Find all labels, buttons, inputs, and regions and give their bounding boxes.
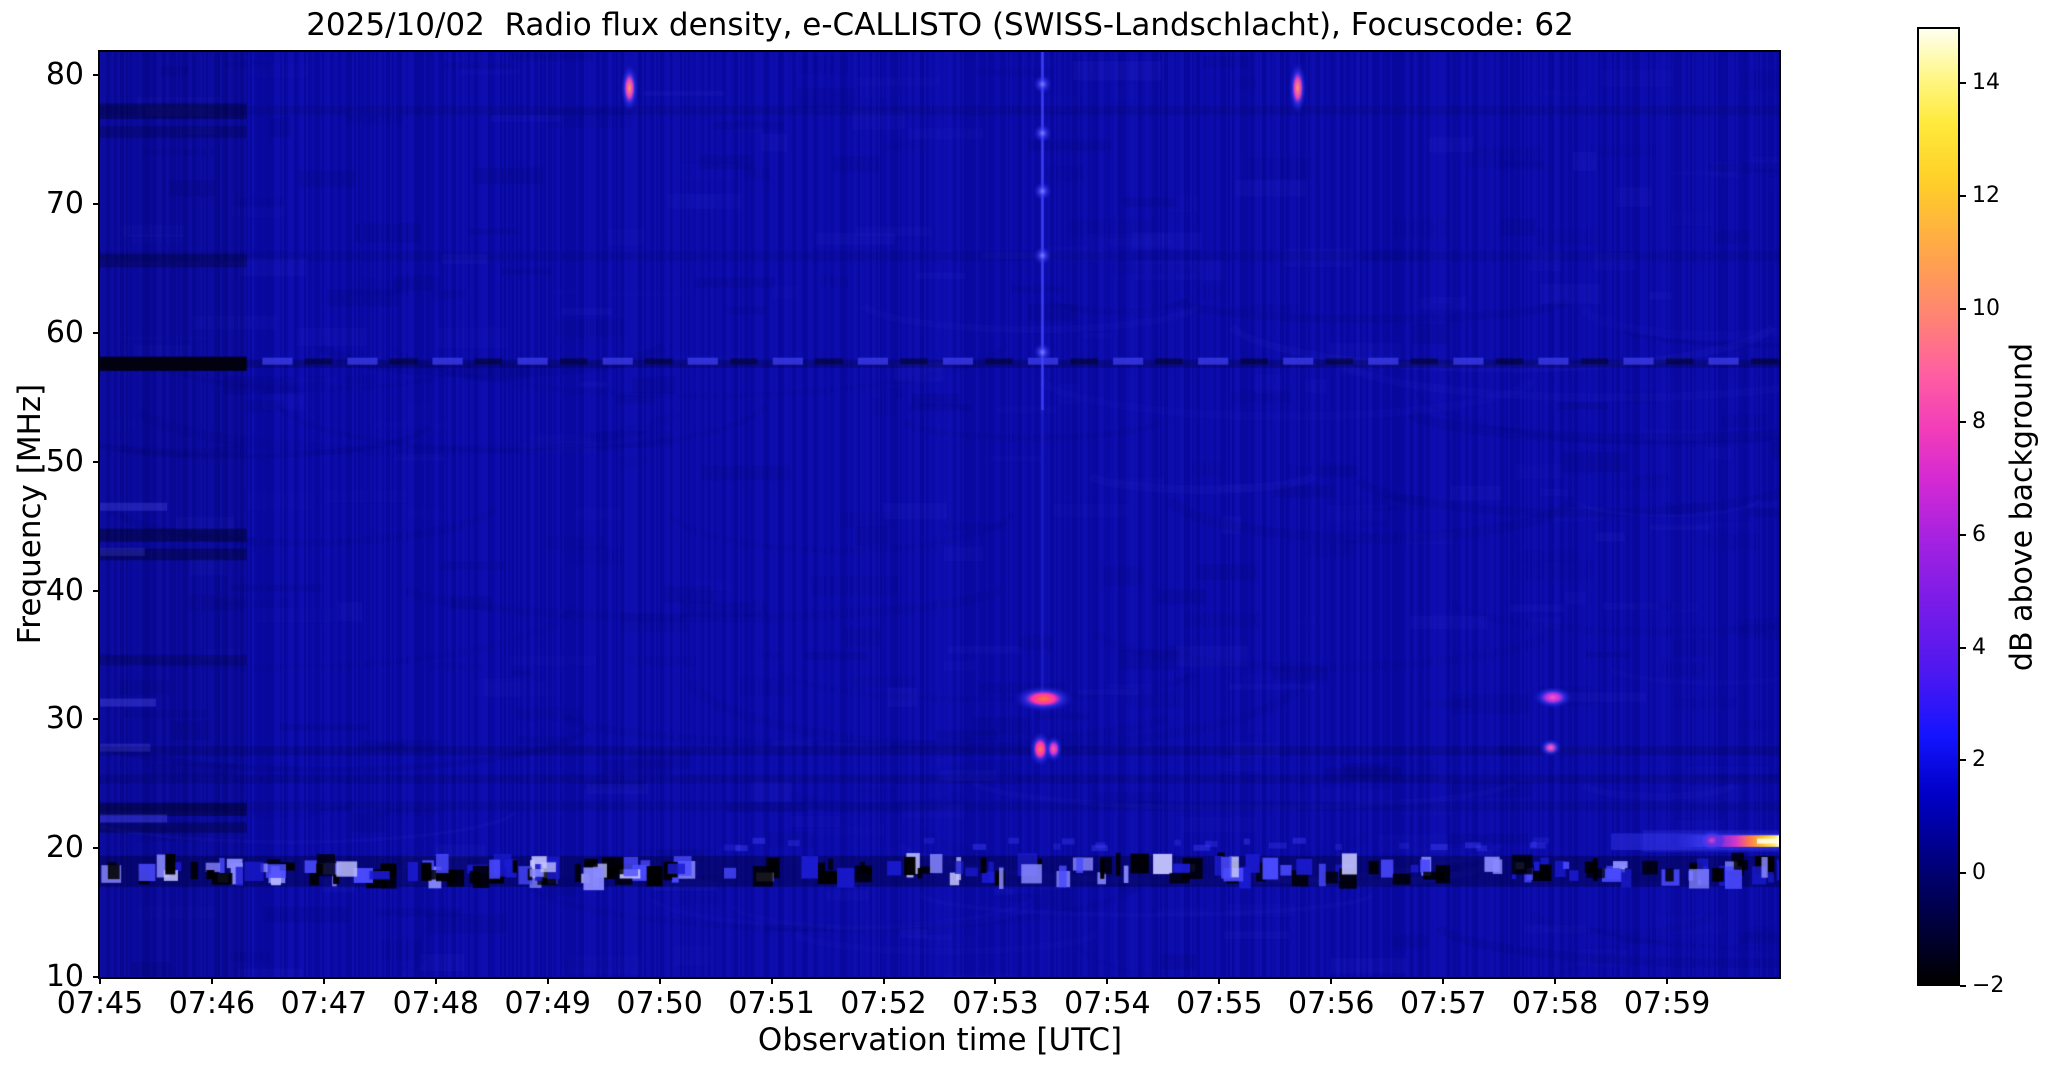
colorbar-tick-label: 8 (1972, 408, 1986, 434)
colorbar-tick-mark (1960, 646, 1966, 649)
chart-title: 2025/10/02 Radio flux density, e-CALLIST… (306, 7, 1574, 43)
colorbar-tick-label: −2 (1972, 973, 2005, 998)
x-tick-mark (770, 977, 773, 984)
y-tick-label: 10 (45, 959, 84, 994)
spectrogram-canvas (100, 52, 1779, 977)
y-tick-mark (93, 718, 100, 721)
colorbar-tick-label: 6 (1972, 521, 1986, 547)
colorbar-tick-mark (1960, 533, 1966, 536)
colorbar-tick-mark (1960, 195, 1966, 198)
x-tick-mark (1442, 977, 1445, 984)
y-tick-mark (93, 203, 100, 206)
y-tick-label: 40 (45, 572, 84, 608)
x-tick-label: 07:59 (1623, 986, 1711, 1021)
x-tick-label: 07:55 (1176, 986, 1263, 1021)
x-tick-mark (210, 977, 213, 984)
x-tick-mark (1330, 977, 1333, 984)
colorbar-tick-mark (1960, 759, 1966, 762)
x-tick-mark (546, 977, 549, 984)
x-tick-mark (99, 977, 101, 984)
x-tick-label: 07:57 (1399, 986, 1487, 1021)
x-tick-mark (994, 977, 997, 984)
x-tick-mark (1218, 977, 1221, 984)
colorbar-tick-label: 12 (1972, 183, 2000, 209)
x-tick-mark (658, 977, 661, 984)
x-tick-label: 07:51 (728, 986, 815, 1021)
y-axis-label: Frequency [MHz] (12, 383, 48, 645)
x-tick-label: 07:49 (504, 986, 591, 1021)
x-tick-mark (1106, 977, 1109, 984)
y-tick-label: 20 (45, 830, 84, 866)
y-tick-mark (93, 460, 100, 463)
x-tick-mark (1666, 977, 1669, 984)
y-tick-mark (93, 847, 100, 850)
x-tick-label: 07:53 (952, 986, 1039, 1021)
colorbar-tick-label: 2 (1972, 747, 1986, 773)
colorbar-tick-mark (1960, 872, 1966, 875)
x-axis-label: Observation time [UTC] (757, 1022, 1123, 1058)
colorbar-tick-mark (1960, 420, 1966, 423)
x-tick-mark (882, 977, 885, 984)
y-tick-label: 80 (45, 57, 84, 93)
colorbar (1917, 27, 1960, 986)
x-tick-label: 07:48 (392, 986, 480, 1021)
x-tick-label: 07:46 (168, 986, 256, 1021)
x-tick-mark (322, 977, 325, 984)
colorbar-tick-mark (1960, 82, 1966, 85)
colorbar-tick-label: 4 (1972, 634, 1986, 660)
y-tick-label: 60 (45, 314, 84, 350)
y-tick-label: 50 (45, 443, 84, 479)
colorbar-tick-label: 0 (1972, 860, 1986, 886)
x-tick-label: 07:47 (280, 986, 368, 1021)
colorbar-tick-label: 14 (1972, 70, 2000, 96)
x-tick-label: 07:54 (1064, 986, 1151, 1021)
colorbar-tick-mark (1960, 985, 1966, 987)
x-tick-label: 07:52 (840, 986, 927, 1021)
x-tick-mark (434, 977, 437, 984)
colorbar-tick-label: 10 (1972, 296, 2000, 322)
x-tick-label: 07:58 (1511, 986, 1599, 1021)
x-tick-label: 07:56 (1288, 986, 1375, 1021)
x-tick-mark (1554, 977, 1557, 984)
y-tick-mark (93, 589, 100, 592)
y-tick-mark (93, 976, 100, 978)
colorbar-label: dB above background (2004, 342, 2040, 672)
y-tick-label: 30 (45, 701, 84, 737)
y-tick-mark (93, 331, 100, 334)
x-tick-label: 07:50 (616, 986, 703, 1021)
y-tick-label: 70 (45, 186, 84, 222)
x-tick-label: 07:45 (56, 986, 144, 1021)
colorbar-tick-mark (1960, 308, 1966, 311)
spectrogram-plot (100, 52, 1779, 977)
y-tick-mark (93, 74, 100, 77)
